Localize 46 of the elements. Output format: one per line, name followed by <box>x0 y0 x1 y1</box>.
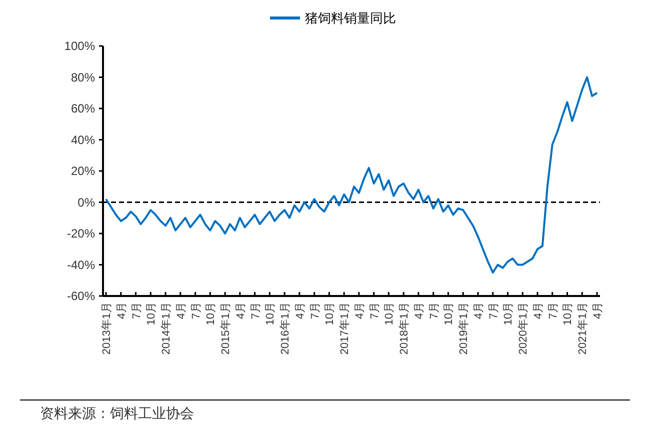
y-tick-label: 40% <box>70 132 96 147</box>
x-tick-label: 7月 <box>488 302 500 320</box>
x-tick-label: 2019年1月 <box>458 302 470 355</box>
y-tick-label: 60% <box>70 102 96 116</box>
x-tick-label: 7月 <box>368 302 381 320</box>
x-tick-label: 10月 <box>205 302 218 326</box>
x-tick-label: 2021年1月 <box>577 302 590 355</box>
x-tick-label: 10月 <box>502 302 515 326</box>
legend-label: 猪饲料销量同比 <box>305 10 396 26</box>
x-tick-label: 2013年1月 <box>101 302 113 355</box>
x-tick-label: 4月 <box>294 302 306 320</box>
y-tick-label: -60% <box>66 289 96 304</box>
x-tick-label: 2016年1月 <box>280 302 292 355</box>
x-tick-label: 4月 <box>116 302 128 320</box>
y-tick-label: 100% <box>64 39 96 54</box>
x-tick-label: 4月 <box>354 302 366 320</box>
x-tick-label: 4月 <box>175 302 188 320</box>
x-tick-label: 7月 <box>190 302 202 320</box>
x-tick-label: 10月 <box>146 302 158 326</box>
y-tick-label: -20% <box>66 226 96 241</box>
x-tick-label: 4月 <box>413 302 426 320</box>
y-tick-label: 20% <box>70 164 96 178</box>
x-tick-label: 7月 <box>250 302 262 320</box>
x-tick-label: 2018年1月 <box>398 302 411 355</box>
x-tick-label: 7月 <box>309 302 322 320</box>
x-tick-label: 10月 <box>443 302 456 326</box>
y-tick-label: -40% <box>66 258 96 272</box>
x-tick-label: 4月 <box>234 302 247 320</box>
x-tick-label: 7月 <box>428 302 440 320</box>
x-tick-label: 2020年1月 <box>518 302 530 355</box>
x-tick-label: 10月 <box>324 302 336 326</box>
y-tick-label: 80% <box>70 70 96 84</box>
text: 资料来源：饲料工业协会 <box>40 405 194 421</box>
x-tick-label: 4月 <box>592 302 604 320</box>
x-tick-label: 10月 <box>384 302 396 326</box>
x-tick-label: 7月 <box>547 302 560 320</box>
line-series <box>105 76 598 274</box>
x-tick-label: 10月 <box>562 302 574 326</box>
x-tick-label: 2014年1月 <box>160 302 173 355</box>
x-tick-label: 7月 <box>130 302 143 320</box>
x-tick-label: 4月 <box>532 302 544 320</box>
x-tick-label: 4月 <box>472 302 485 320</box>
x-tick-label: 10月 <box>264 302 277 326</box>
x-tick-label: 2017年1月 <box>339 302 352 355</box>
x-tick-label: 2015年1月 <box>220 302 232 355</box>
y-tick-label: 0% <box>78 195 96 210</box>
